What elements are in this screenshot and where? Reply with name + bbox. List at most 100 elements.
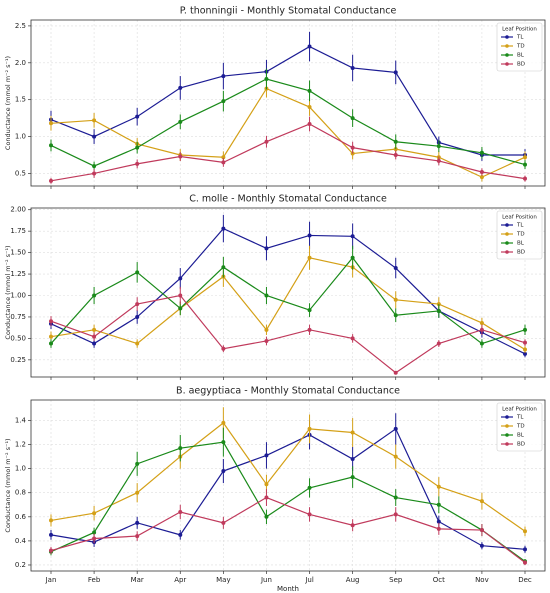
legend-marker <box>505 223 509 227</box>
data-point <box>92 171 97 176</box>
legend-marker <box>505 232 509 236</box>
data-point <box>178 306 183 311</box>
x-tick-label: May <box>216 576 230 584</box>
series-line <box>50 427 526 550</box>
data-point <box>49 341 53 346</box>
legend-label: BL <box>517 433 525 439</box>
chart-title: P. thonningii - Monthly Stomatal Conduct… <box>180 6 397 17</box>
legend-title: Leaf Position <box>502 215 537 221</box>
y-tick-label: 1.00 <box>10 292 26 300</box>
data-point <box>436 526 441 531</box>
data-point <box>221 520 226 525</box>
y-tick-label: 0.6 <box>15 513 27 521</box>
y-tick-label: 1.4 <box>15 416 27 424</box>
plot-frame <box>30 399 546 572</box>
y-tick-label: 0.8 <box>15 489 26 497</box>
y-tick-label: 0.75 <box>10 313 26 321</box>
data-point <box>92 334 97 339</box>
x-tick-label: Feb <box>88 576 101 584</box>
series-line <box>50 45 525 156</box>
data-point <box>479 327 484 332</box>
data-point <box>350 336 355 341</box>
data-point <box>350 475 355 480</box>
series-line <box>50 294 526 374</box>
data-point <box>350 255 355 260</box>
data-point <box>221 99 226 104</box>
data-point <box>307 485 312 490</box>
series-line <box>50 441 526 562</box>
legend-title: Leaf Position <box>502 407 537 413</box>
data-point <box>264 514 269 519</box>
data-point <box>393 495 398 500</box>
y-tick-label: 1.50 <box>10 249 26 257</box>
series-line <box>50 227 526 355</box>
data-point <box>523 155 527 160</box>
data-point <box>307 122 312 127</box>
data-point <box>135 341 140 346</box>
legend-title: Leaf Position <box>502 27 537 33</box>
legend-marker <box>505 415 509 419</box>
data-point <box>135 145 140 150</box>
data-point <box>393 70 398 75</box>
data-point <box>436 144 441 149</box>
data-point <box>92 164 97 169</box>
data-point <box>307 105 312 110</box>
data-point <box>436 158 441 163</box>
data-point <box>135 161 140 166</box>
data-point <box>350 116 355 121</box>
x-tick-label: Jul <box>304 576 314 584</box>
x-tick-label: Mar <box>131 576 144 584</box>
x-tick-label: Apr <box>174 576 186 584</box>
data-point <box>178 532 183 537</box>
data-point <box>307 426 312 431</box>
legend-marker <box>505 250 509 254</box>
legend-marker <box>505 44 509 48</box>
data-point <box>135 114 140 119</box>
y-tick-label: 1.25 <box>10 270 26 278</box>
data-point <box>479 169 484 174</box>
data-point <box>49 178 53 183</box>
legend-label: TD <box>516 44 525 50</box>
y-tick-label: 0.4 <box>15 537 27 545</box>
x-tick-label: Nov <box>475 576 489 584</box>
data-point <box>135 302 140 307</box>
series-line <box>50 256 526 345</box>
data-point <box>479 543 484 548</box>
legend-marker <box>505 62 509 66</box>
x-tick-label: Dec <box>518 576 532 584</box>
data-point <box>221 440 226 445</box>
x-tick-label: Jan <box>45 576 57 584</box>
data-point <box>178 446 183 451</box>
legend-label: BD <box>517 250 525 256</box>
legend-marker <box>505 53 509 57</box>
series-line <box>50 422 526 532</box>
x-tick-label: Aug <box>346 576 360 584</box>
y-tick-label: 2.0 <box>15 59 26 67</box>
data-point <box>307 88 312 93</box>
data-point <box>523 560 527 565</box>
legend-marker <box>505 241 509 245</box>
data-point <box>307 233 312 238</box>
data-point <box>350 430 355 435</box>
data-point <box>178 85 183 90</box>
series-line <box>50 87 526 178</box>
legend-marker <box>505 424 509 428</box>
legend-marker <box>505 433 509 437</box>
data-point <box>393 426 398 431</box>
y-tick-label: 2.5 <box>15 22 26 30</box>
data-point <box>178 509 183 514</box>
data-point <box>92 341 97 346</box>
data-point <box>264 77 269 82</box>
y-tick-label: 0.50 <box>10 334 26 342</box>
data-point <box>264 495 269 500</box>
legend-label: TD <box>516 424 525 430</box>
data-point <box>49 518 53 523</box>
x-tick-label: Jun <box>260 576 272 584</box>
x-tick-label: Oct <box>433 576 445 584</box>
data-point <box>221 469 226 474</box>
legend-label: BD <box>517 62 525 68</box>
legend-box <box>496 210 543 260</box>
y-tick-label: 1.75 <box>10 227 26 235</box>
chart-title: C. molle - Monthly Stomatal Conductance <box>189 194 387 205</box>
